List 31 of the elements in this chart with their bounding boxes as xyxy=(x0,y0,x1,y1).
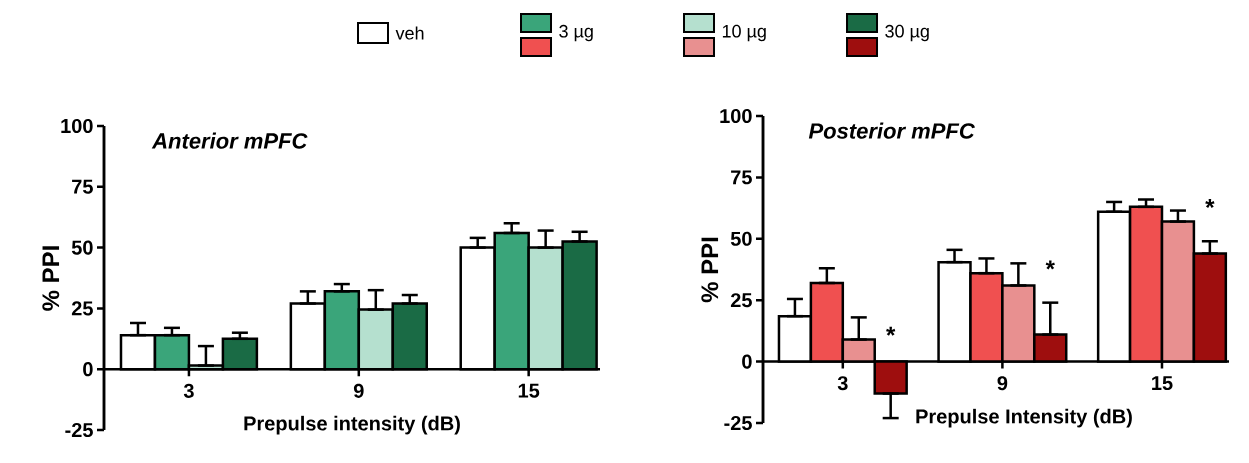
chart-title: Posterior mPFC xyxy=(808,122,975,139)
y-tick-label: 75 xyxy=(72,179,93,194)
y-tick-label: 25 xyxy=(730,293,752,308)
annotation: * xyxy=(1045,260,1055,270)
y-axis-title: % PPI xyxy=(701,237,719,303)
x-tick-label: 9 xyxy=(353,383,364,398)
legend-label: 3 µg xyxy=(559,24,593,42)
legend-label: veh xyxy=(395,26,424,40)
y-tick-label: 0 xyxy=(742,354,752,369)
y-tick-label: 100 xyxy=(61,118,93,134)
x-axis-title: Prepulse Intensity (dB) xyxy=(916,408,1132,428)
y-tick-label: 50 xyxy=(730,231,752,246)
x-tick-label: 15 xyxy=(518,383,540,398)
y-tick-label: 100 xyxy=(720,108,752,124)
x-axis-title: Prepulse intensity (dB) xyxy=(244,415,460,435)
y-tick-label: -25 xyxy=(724,415,752,431)
x-tick-label: 15 xyxy=(1152,376,1173,391)
y-tick-label: 25 xyxy=(71,301,93,316)
x-tick-label: 3 xyxy=(183,383,194,398)
y-tick-label: -25 xyxy=(65,422,93,438)
chart-title: Anterior mPFC xyxy=(151,132,308,149)
y-tick-label: 50 xyxy=(71,240,93,255)
y-tick-label: 0 xyxy=(83,362,93,377)
x-tick-label: 3 xyxy=(837,376,848,391)
legend-label: 10 µg xyxy=(722,24,766,42)
x-tick-label: 9 xyxy=(997,376,1008,391)
legend-label: 30 µg xyxy=(885,24,929,42)
y-tick-label: 75 xyxy=(731,170,752,185)
y-axis-title: % PPI xyxy=(42,246,60,311)
annotation: * xyxy=(886,326,896,336)
annotation: * xyxy=(1205,199,1215,209)
